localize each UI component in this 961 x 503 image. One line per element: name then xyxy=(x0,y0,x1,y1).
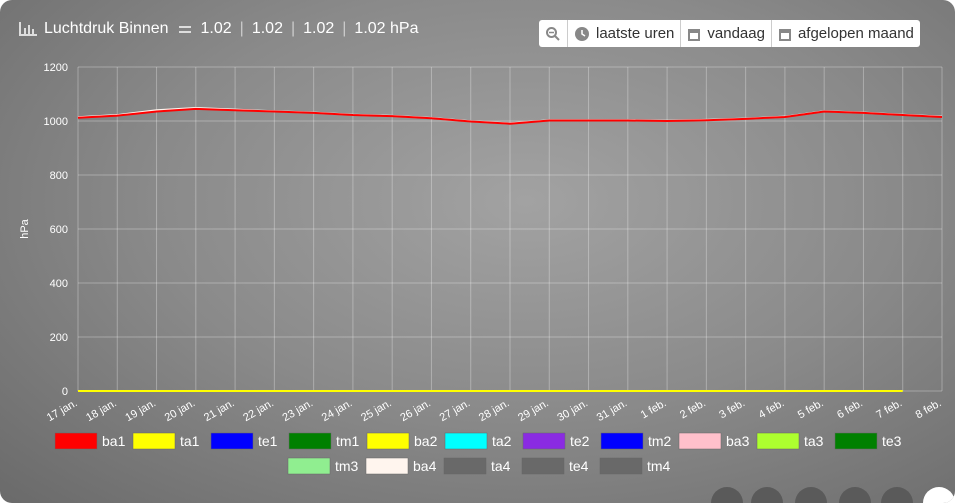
legend-swatch xyxy=(288,432,332,450)
x-tick-label: 29 jan. xyxy=(516,397,551,424)
button-label: laatste uren xyxy=(596,25,675,42)
y-tick-label: 800 xyxy=(50,170,68,182)
legend-swatch xyxy=(522,432,566,450)
x-tick-label: 20 jan. xyxy=(163,397,198,424)
x-tick-label: 21 jan. xyxy=(202,397,237,424)
plot: 0 200 400 600 800 1000 1200 17 jan. 18 jan. 19 ja… xyxy=(44,62,944,475)
x-tick-label: 17 jan. xyxy=(45,397,80,424)
legend-label: tm3 xyxy=(335,458,359,474)
x-tick-label: 31 jan. xyxy=(595,397,630,424)
x-tick-label: 26 jan. xyxy=(398,397,433,424)
x-tick-label: 2 feb. xyxy=(678,397,708,421)
y-axis-label: hPa xyxy=(19,218,31,238)
legend-label: ta3 xyxy=(804,433,824,449)
x-tick-label: 4 feb. xyxy=(757,397,787,421)
legend-swatch xyxy=(834,432,878,450)
y-tick-label: 0 xyxy=(62,386,68,398)
separator: | xyxy=(342,20,347,37)
zoom-button[interactable] xyxy=(539,20,567,47)
page-dot[interactable] xyxy=(839,487,871,503)
legend-swatch xyxy=(599,457,643,475)
x-tick-label: 23 jan. xyxy=(281,397,316,424)
legend-label: ba3 xyxy=(726,433,750,449)
reading: 1.02 hPa xyxy=(354,20,419,37)
button-label: vandaag xyxy=(707,25,765,42)
legend-label: ta1 xyxy=(180,433,200,449)
title: Luchtdruk Binnen xyxy=(44,20,169,37)
legend-label: te3 xyxy=(882,433,902,449)
legend-swatch xyxy=(210,432,254,450)
x-tick-label: 25 jan. xyxy=(359,397,394,424)
page-dot[interactable] xyxy=(881,487,913,503)
separator: | xyxy=(239,20,244,37)
hours-button[interactable]: laatste uren xyxy=(567,20,680,47)
header: Luchtdruk Binnen 1.02 | 1.02 | 1.02 | 1.02 … xyxy=(18,20,418,38)
reading: 1.02 xyxy=(200,20,232,37)
reading: 1.02 xyxy=(303,20,335,37)
legend-label: tm1 xyxy=(336,433,360,449)
page-dot[interactable] xyxy=(795,487,827,503)
legend-swatch xyxy=(444,432,488,450)
y-tick-label: 1000 xyxy=(44,116,68,128)
legend-swatch xyxy=(365,457,409,475)
legend-swatch xyxy=(600,432,644,450)
legend-swatch xyxy=(132,432,176,450)
legend-label: tm4 xyxy=(647,458,671,474)
x-tick-label: 22 jan. xyxy=(241,397,276,424)
x-tick-label: 8 feb. xyxy=(914,397,944,421)
legend-label: ba4 xyxy=(413,458,437,474)
x-tick-label: 24 jan. xyxy=(320,397,355,424)
series-line xyxy=(77,107,943,125)
reading: 1.02 xyxy=(251,20,283,37)
x-tick-label: 19 jan. xyxy=(123,397,158,424)
button-label: afgelopen maand xyxy=(797,25,914,42)
legend-swatch xyxy=(521,457,565,475)
pager xyxy=(711,487,955,503)
legend-swatch xyxy=(287,457,331,475)
legend-swatch xyxy=(54,432,98,450)
legend-swatch xyxy=(678,432,722,450)
today-button[interactable]: vandaag xyxy=(680,20,771,47)
x-tick-label: 7 feb. xyxy=(874,397,904,421)
x-tick-label: 3 feb. xyxy=(717,397,747,421)
page-dot[interactable] xyxy=(711,487,743,503)
legend-swatch xyxy=(366,432,410,450)
month-button[interactable]: afgelopen maand xyxy=(770,20,920,47)
equals-icon xyxy=(178,26,191,33)
legend-label: ta4 xyxy=(491,458,511,474)
page-dot-active[interactable] xyxy=(923,487,955,503)
legend-label: te2 xyxy=(570,433,590,449)
separator: | xyxy=(290,20,296,37)
legend-swatch xyxy=(443,457,487,475)
y-tick-label: 1200 xyxy=(44,62,68,74)
legend-label: te1 xyxy=(258,433,278,449)
range-buttons: laatste uren vandaag afgelopen maand xyxy=(539,20,920,47)
legend-label: tm2 xyxy=(648,433,672,449)
y-tick-label: 600 xyxy=(50,224,68,236)
legend-label: ba1 xyxy=(102,433,126,449)
x-tick-label: 5 feb. xyxy=(796,397,826,421)
x-tick-label: 1 feb. xyxy=(639,397,669,421)
legend-label: ta2 xyxy=(492,433,512,449)
legend-label: ba2 xyxy=(414,433,438,449)
legend-swatch xyxy=(756,432,800,450)
x-tick-label: 28 jan. xyxy=(477,397,512,424)
x-tick-label: 6 feb. xyxy=(835,397,865,421)
y-tick-label: 200 xyxy=(50,332,68,344)
x-tick-label: 27 jan. xyxy=(438,397,473,424)
page-dot[interactable] xyxy=(751,487,783,503)
x-tick-label: 18 jan. xyxy=(84,397,119,424)
x-tick-label: 30 jan. xyxy=(555,397,590,424)
chart-icon xyxy=(19,22,37,36)
y-tick-label: 400 xyxy=(50,278,68,290)
legend-label: te4 xyxy=(569,458,589,474)
